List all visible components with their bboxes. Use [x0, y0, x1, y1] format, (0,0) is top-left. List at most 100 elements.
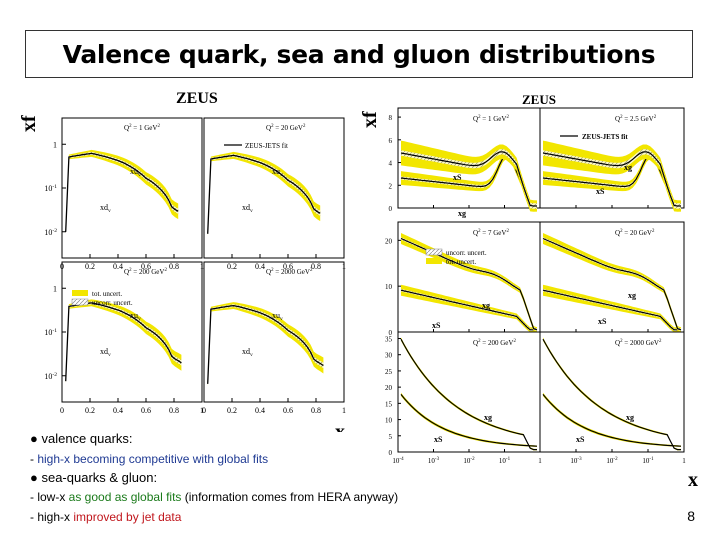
bullet-sea-sub1: - low-x as good as global fits (informat… — [30, 490, 398, 504]
y-tick-label: 10-1 — [44, 184, 57, 193]
band-xS — [543, 284, 681, 333]
zeus-label-right: ZEUS — [522, 92, 556, 107]
valence-panel-frame — [203, 261, 345, 403]
y-tick-label: 10-2 — [44, 228, 57, 237]
q2-label: Q2 = 200 GeV2 — [473, 339, 516, 347]
x-tick-label: 0.4 — [113, 262, 123, 271]
fit-line-xuv — [207, 304, 324, 384]
x-tick-label: 10-3 — [428, 457, 440, 465]
valence-panel-frame — [61, 261, 203, 403]
valence-panel-frame — [61, 117, 203, 259]
q2-label: Q2 = 200 GeV2 — [124, 268, 167, 276]
sea-gluon-panels: Q2 = 1 GeV2 xg xS 0 2 4 6 8 Q2 = 2.5 GeV2 xg xS Q2 … — [385, 107, 686, 465]
y-tick-label: 10-1 — [44, 328, 57, 337]
band-xS — [401, 392, 537, 447]
bullet-valence-sub-prefix: - — [30, 452, 38, 466]
fit-line-xuv — [65, 152, 179, 232]
x-tick-label: 1 — [538, 457, 542, 465]
q2-label: Q2 = 20 GeV2 — [615, 229, 655, 237]
legend-uncorr-swatch — [425, 248, 443, 256]
slide-title: Valence quark, sea and gluon distributio… — [62, 39, 656, 69]
y-tick-label: 0 — [389, 329, 393, 337]
uncorr-band-xg — [401, 237, 537, 331]
curve-label-xS: xS — [596, 187, 605, 196]
curve-label-xuv: xuv — [130, 311, 141, 322]
fit-line-xg — [400, 338, 537, 451]
x-tick-label: 10-1 — [642, 457, 654, 465]
fit-line-xS — [400, 394, 538, 447]
fit-line-xg — [542, 151, 681, 207]
x-tick-label: 0.2 — [227, 406, 237, 415]
uncert-band-xuv — [207, 151, 321, 236]
uncert-band-xuv — [207, 302, 324, 387]
q2-label: Q2 = 2000 GeV2 — [615, 339, 662, 347]
curve-label-xg: xg — [458, 209, 466, 218]
y-tick-label: 5 — [389, 433, 393, 441]
x-tick-label: 1 — [682, 457, 686, 465]
x-tick-label: 0.2 — [85, 406, 95, 415]
y-tick-label: 6 — [389, 137, 393, 145]
y-tick-label: 10 — [385, 417, 393, 425]
curve-label-xg: xg — [626, 413, 634, 422]
ylabel-left: xf — [18, 115, 40, 132]
uncorr-band-xS — [401, 153, 537, 208]
fit-line-xS — [542, 289, 681, 331]
bullet-sea: ● sea-quarks & gluon: — [30, 470, 158, 485]
bullet-sea-text: sea-quarks & gluon: — [41, 470, 158, 485]
y-tick-label: 1 — [53, 140, 57, 149]
page-number: 8 — [687, 508, 695, 524]
sea-panel-frame — [539, 221, 685, 333]
bullet-sea-sub2-prefix: - high-x — [30, 510, 74, 524]
x-tick-label: 10-2 — [463, 457, 475, 465]
legend-tot-label: tot. uncert. — [92, 290, 122, 298]
curve-label-xS: xS — [576, 435, 585, 444]
x-tick-label: 0.6 — [141, 262, 151, 271]
fit-line-xuv — [207, 154, 321, 234]
curve-label-xS: xS — [598, 317, 607, 326]
x-tick-label: 0.4 — [255, 406, 265, 415]
legend-uncorr-label: uncorr. uncert. — [446, 249, 487, 257]
uncorr-band-xS — [543, 153, 681, 208]
x-tick-label: 0.4 — [113, 406, 123, 415]
legend-tot-swatch — [426, 258, 442, 264]
x-tick-label: 10-1 — [499, 457, 511, 465]
band-xg — [543, 233, 681, 333]
x-tick-label: 0.2 — [227, 262, 237, 271]
x-tick-label: 0.4 — [255, 262, 265, 271]
curve-label-xS: xS — [432, 321, 441, 330]
curve-label-xuv: xuv — [272, 311, 283, 322]
zeus-label-left: ZEUS — [176, 90, 218, 107]
curve-label-xdv: xdv — [242, 347, 253, 358]
curve-label-xg: xg — [484, 413, 492, 422]
y-tick-label: 15 — [385, 400, 393, 408]
uncorr-band-xg — [543, 237, 681, 331]
y-tick-label: 20 — [385, 237, 393, 245]
legend-tot-label: tot. uncert. — [446, 258, 476, 266]
valence-panels: Q2 = 1 GeV2 xuv xdv 1 10-1 10-2 0 0.2 0.4 0.6 0.8 1… — [44, 117, 346, 415]
valence-panel-frame — [203, 117, 345, 259]
curve-label-xg: xg — [624, 163, 632, 172]
fit-line-xS — [542, 394, 682, 447]
x-tick-label: 0.8 — [169, 406, 179, 415]
fit-line-xg — [542, 338, 681, 451]
fit-line-xg — [400, 151, 537, 207]
x-tick-label: 0 — [202, 406, 206, 415]
band-xS — [401, 284, 537, 333]
legend-uncorr-swatch — [71, 298, 89, 306]
legend-tot-swatch — [72, 290, 88, 296]
legend-fit-label: ZEUS-JETS fit — [245, 142, 288, 150]
x-tick-label: 0.8 — [311, 406, 321, 415]
bullet-sea-sub1-highlight: as good as global fits — [68, 490, 182, 504]
sea-panel-frame — [397, 221, 541, 333]
y-tick-label: 2 — [389, 182, 393, 190]
q2-label: Q2 = 1 GeV2 — [124, 124, 160, 132]
x-tick-label: 0.6 — [283, 262, 293, 271]
bullet-valence: ● valence quarks: — [30, 431, 133, 446]
legend-uncorr-label: uncorr. uncert. — [92, 299, 133, 307]
x-tick-label: 0.2 — [85, 262, 95, 271]
x-tick-label: 0.6 — [141, 406, 151, 415]
curve-label-xdv: xdv — [100, 347, 111, 358]
curve-label-xdv: xdv — [100, 203, 111, 214]
curve-label-xS: xS — [434, 435, 443, 444]
band-xg — [401, 233, 537, 333]
